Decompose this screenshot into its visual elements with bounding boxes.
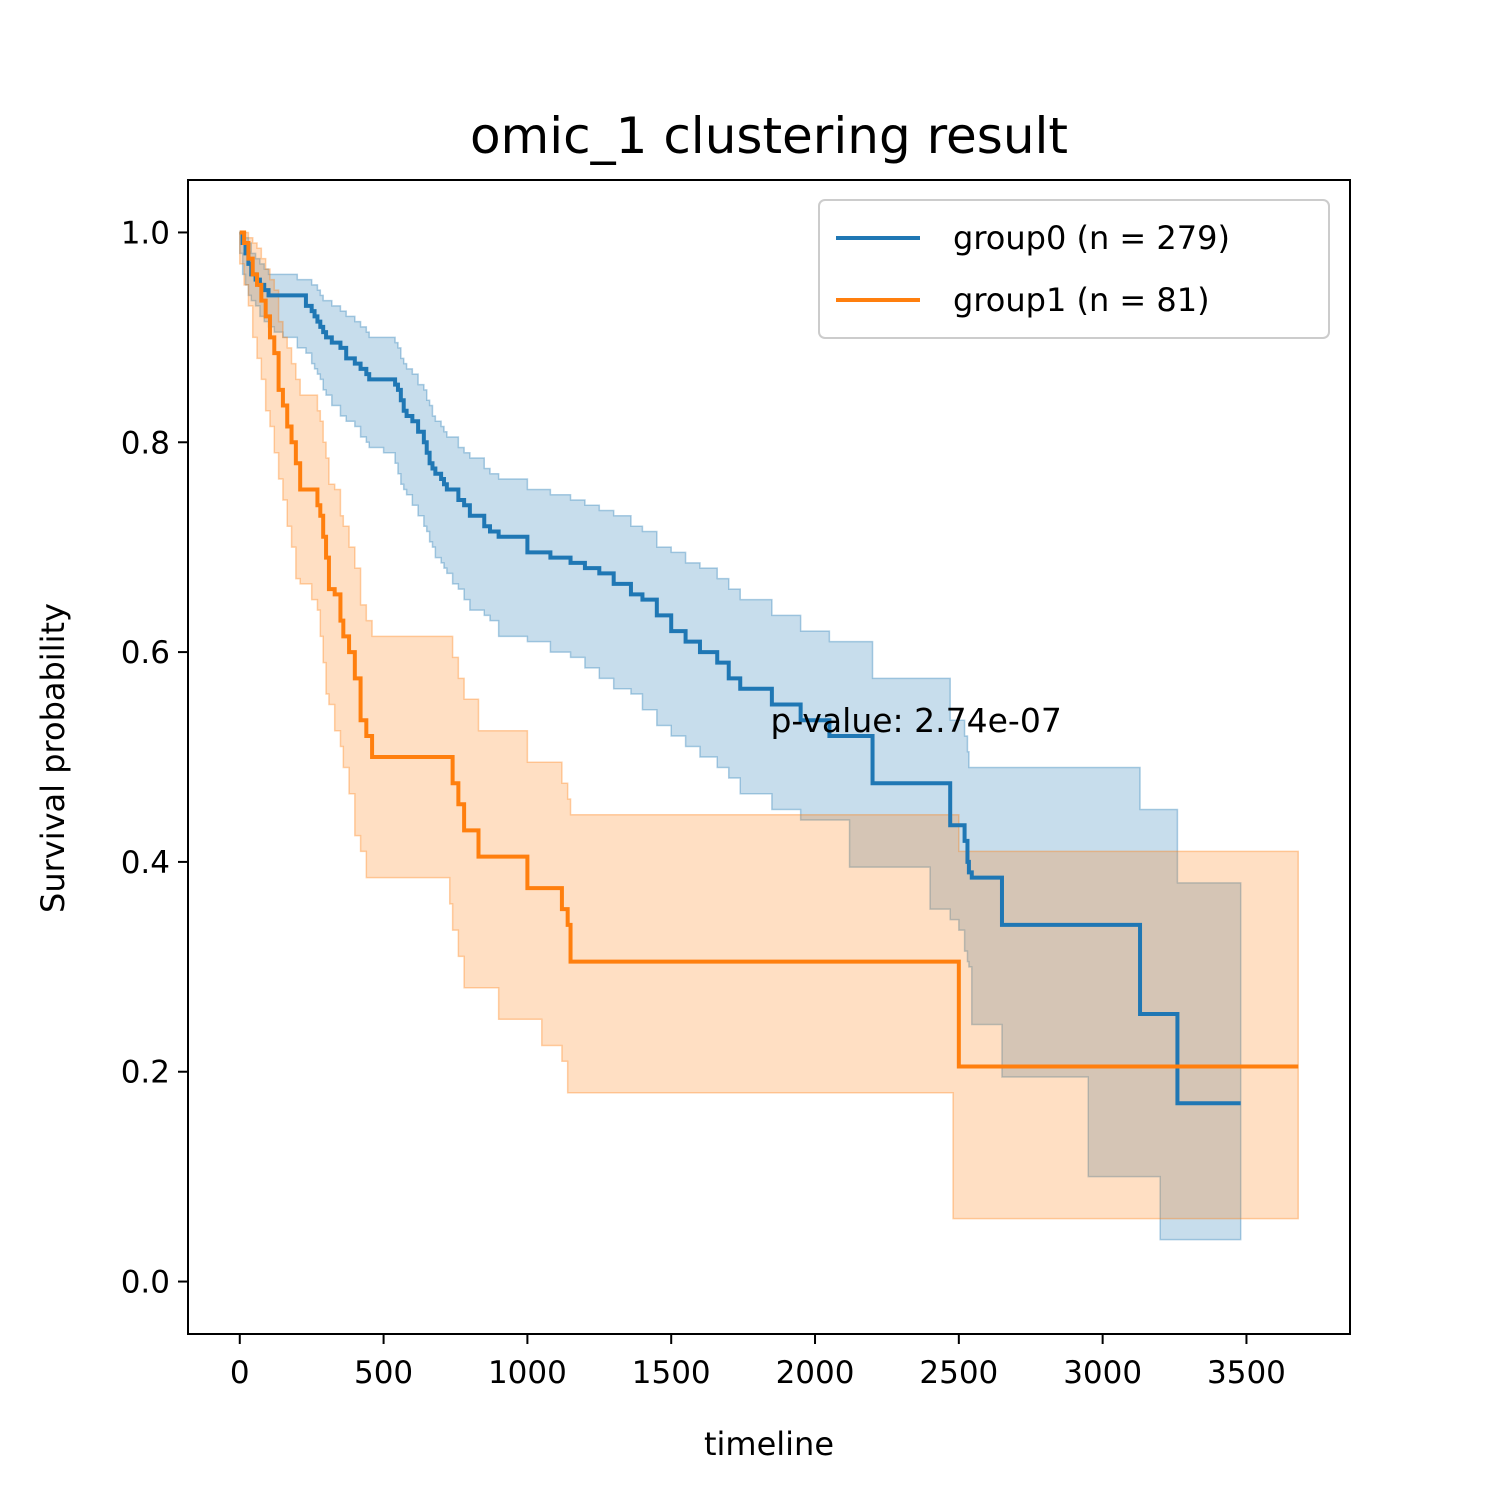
x-tick-label: 1500 [632,1355,711,1391]
survival-line-0 [239,230,1241,1106]
chart-title: omic_1 clustering result [470,107,1068,165]
legend-box [818,199,1330,339]
x-axis-title: timeline [704,1425,834,1463]
y-tick-label: 1.0 [121,215,170,251]
x-tick-label: 2500 [919,1355,998,1391]
x-tick-label: 2000 [776,1355,855,1391]
plot-frame [187,179,1351,1335]
legend-label-0: group0 (n = 279) [953,219,1230,257]
y-tick-label: 0.8 [121,425,170,461]
y-tick-label: 0.0 [121,1265,170,1301]
y-tick-label: 0.6 [121,635,170,671]
confidence-band-1 [239,231,1299,1220]
p-value-annotation: p-value: 2.74e-07 [770,701,1061,740]
x-tick-label: 500 [354,1355,413,1391]
survival-line-1 [239,230,1299,1069]
x-tick-label: 0 [230,1355,250,1391]
plot-area: 0 500 1000 1500 2000 2500 3000 3500 0.0 0.2 0.4 0.6… [121,179,1351,1391]
y-axis-title: Survival probability [34,603,72,913]
legend-label-1: group1 (n = 81) [953,281,1210,319]
x-tick-label: 1000 [488,1355,567,1391]
x-tick-label: 3000 [1063,1355,1142,1391]
y-tick-label: 0.2 [121,1055,170,1091]
confidence-band-0 [239,231,1242,1241]
x-tick-label: 3500 [1207,1355,1286,1391]
y-tick-label: 0.4 [121,845,170,881]
